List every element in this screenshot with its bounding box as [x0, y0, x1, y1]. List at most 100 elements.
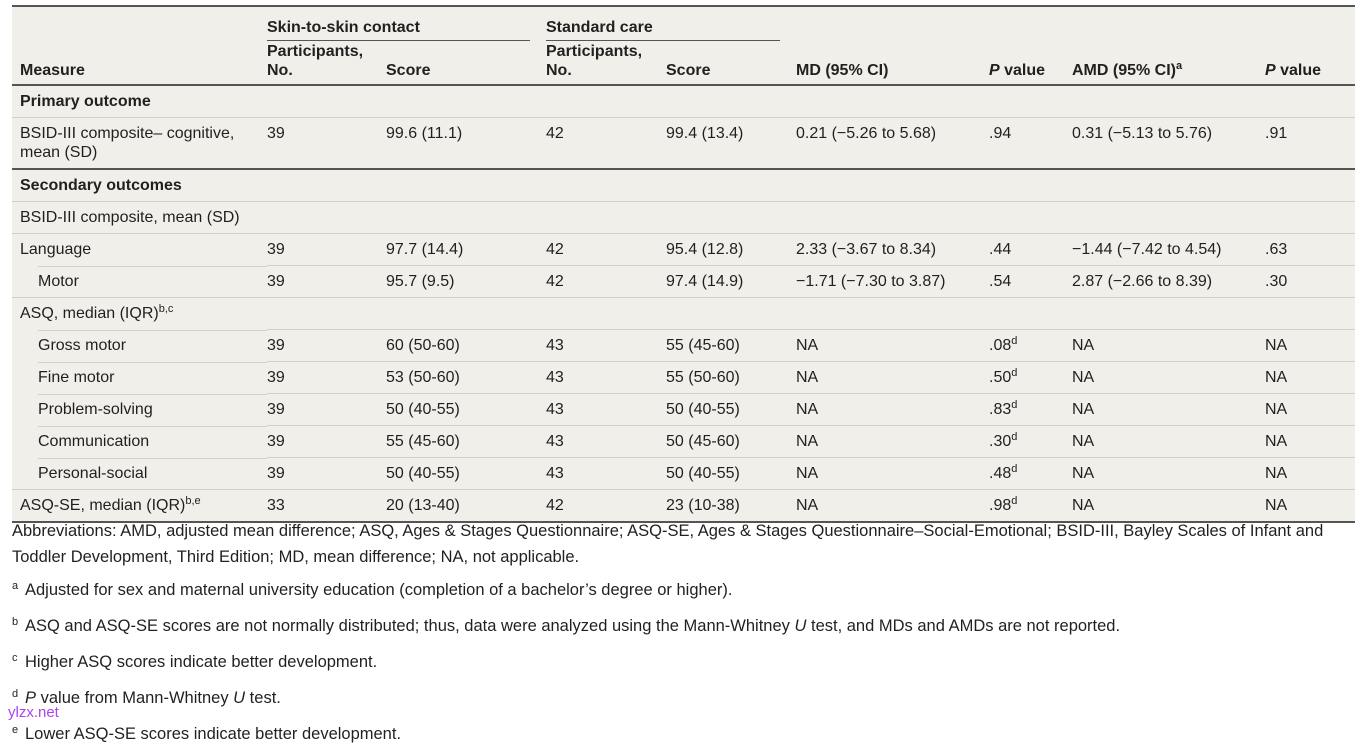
cell-sc-score: 50 (45-60): [666, 425, 796, 458]
col-header-p-value-md: P value: [989, 62, 1046, 79]
cell-sc-score: 23 (10-38): [666, 489, 796, 521]
measure-cell: BSID-III composite– cognitive, mean (SD): [12, 117, 267, 169]
cell-ssc-score: [386, 169, 546, 202]
cell-amd: [1072, 201, 1265, 234]
measure-cell: Gross motor: [12, 329, 267, 362]
cell-amd: [1072, 85, 1265, 118]
results-table-container: Skin-to-skin contact Standard care Measu…: [12, 5, 1355, 523]
col-header-sc-participants: Participants, No.: [546, 43, 643, 79]
cell-sc-score: 55 (45-60): [666, 329, 796, 362]
cell-sc-n: 42: [546, 489, 666, 521]
cell-ssc-score: 50 (40-55): [386, 457, 546, 490]
cell-md: NA: [796, 457, 989, 490]
cell-ssc-n: 33: [267, 489, 386, 521]
cell-amd: NA: [1072, 329, 1265, 362]
cell-p2: NA: [1265, 457, 1355, 490]
cell-p2: [1265, 297, 1355, 330]
col-header-md: MD (95% CI): [796, 62, 889, 79]
cell-p2: NA: [1265, 361, 1355, 394]
cell-ssc-score: 55 (45-60): [386, 425, 546, 458]
cell-p1: .30d: [989, 425, 1072, 458]
cell-amd: NA: [1072, 457, 1265, 490]
cell-md: NA: [796, 329, 989, 362]
cell-ssc-n: 39: [267, 457, 386, 490]
cell-amd: 2.87 (−2.66 to 8.39): [1072, 265, 1265, 298]
cell-sc-n: 42: [546, 233, 666, 266]
measure-cell: Fine motor: [12, 361, 267, 394]
col-header-ssc-participants: Participants, No.: [267, 43, 364, 79]
measure-cell: Language: [12, 233, 267, 266]
table-row: Communication 39 55 (45-60) 43 50 (45-60) NA.…: [12, 425, 1355, 458]
cell-sc-score: 95.4 (12.8): [666, 233, 796, 266]
cell-p1: [989, 85, 1072, 118]
cell-p1: [989, 201, 1072, 234]
cell-md: −1.71 (−7.30 to 3.87): [796, 265, 989, 298]
col-header-p-value-amd: P value: [1265, 62, 1322, 79]
cell-amd: [1072, 297, 1265, 330]
cell-sc-score: 50 (40-55): [666, 457, 796, 490]
cell-p2: [1265, 85, 1355, 118]
cell-md: [796, 169, 989, 202]
col-header-measure: Measure: [20, 62, 85, 79]
cell-p2: NA: [1265, 393, 1355, 426]
cell-ssc-n: 39: [267, 361, 386, 394]
measure-cell: Primary outcome: [20, 93, 151, 110]
cell-ssc-score: [386, 201, 546, 234]
cell-sc-score: [666, 169, 796, 202]
cell-ssc-n: 39: [267, 233, 386, 266]
footnote-b: b ASQ and ASQ-SE scores are not normally …: [12, 616, 1121, 635]
cell-amd: NA: [1072, 361, 1265, 394]
measure-cell: BSID-III composite, mean (SD): [12, 201, 267, 234]
group-header-skin-to-skin: Skin-to-skin contact: [267, 7, 546, 42]
table-row: Language 39 97.7 (14.4) 42 95.4 (12.8) 2.33 (…: [12, 233, 1355, 266]
measure-cell: Motor: [12, 265, 267, 298]
table-row: ASQ-SE, median (IQR)b,e 33 20 (13-40) 42 23 …: [12, 489, 1355, 521]
table-row: BSID-III composite, mean (SD): [12, 201, 1355, 234]
cell-sc-n: [546, 297, 666, 330]
cell-p2: [1265, 201, 1355, 234]
watermark: ylzx.net: [8, 704, 59, 721]
cell-md: 2.33 (−3.67 to 8.34): [796, 233, 989, 266]
cell-md: NA: [796, 489, 989, 521]
cell-p2: .91: [1265, 117, 1355, 169]
table-row: Personal-social 39 50 (40-55) 43 50 (40-55) N…: [12, 457, 1355, 490]
cell-ssc-n: 39: [267, 425, 386, 458]
cell-sc-score: 97.4 (14.9): [666, 265, 796, 298]
measure-cell: ASQ-SE, median (IQR)b,e: [12, 489, 267, 521]
cell-p2: [1265, 169, 1355, 202]
cell-p1: [989, 297, 1072, 330]
cell-sc-n: 43: [546, 361, 666, 394]
footnote-c: c Higher ASQ scores indicate better devel…: [12, 652, 378, 671]
cell-p2: NA: [1265, 425, 1355, 458]
column-header-row: Measure Participants, No. Score Participa…: [12, 42, 1355, 85]
cell-ssc-score: 95.7 (9.5): [386, 265, 546, 298]
col-header-amd: AMD (95% CI)a: [1072, 60, 1183, 80]
cell-p1: .83d: [989, 393, 1072, 426]
table-footnotes: Abbreviations: AMD, adjusted mean differ…: [12, 518, 1342, 756]
cell-sc-score: 99.4 (13.4): [666, 117, 796, 169]
cell-ssc-score: 50 (40-55): [386, 393, 546, 426]
cell-amd: [1072, 169, 1265, 202]
cell-md: NA: [796, 425, 989, 458]
cell-p2: NA: [1265, 329, 1355, 362]
cell-amd: 0.31 (−5.13 to 5.76): [1072, 117, 1265, 169]
cell-md: [796, 201, 989, 234]
table-row: Motor 39 95.7 (9.5) 42 97.4 (14.9) −1.71 (−7.…: [12, 265, 1355, 298]
cell-sc-score: 55 (50-60): [666, 361, 796, 394]
cell-ssc-score: 20 (13-40): [386, 489, 546, 521]
cell-ssc-n: [267, 201, 386, 234]
cell-amd: NA: [1072, 425, 1265, 458]
abbreviations-note: Abbreviations: AMD, adjusted mean differ…: [12, 522, 1324, 566]
cell-sc-n: 43: [546, 457, 666, 490]
cell-md: NA: [796, 361, 989, 394]
cell-p1: .08d: [989, 329, 1072, 362]
cell-sc-n: 43: [546, 393, 666, 426]
cell-ssc-n: [267, 297, 386, 330]
cell-p1: .44: [989, 233, 1072, 266]
table-row: Problem-solving 39 50 (40-55) 43 50 (40-55) N…: [12, 393, 1355, 426]
col-header-ssc-score: Score: [386, 62, 431, 79]
measure-cell: Problem-solving: [12, 393, 267, 426]
cell-md: [796, 85, 989, 118]
cell-ssc-score: 97.7 (14.4): [386, 233, 546, 266]
